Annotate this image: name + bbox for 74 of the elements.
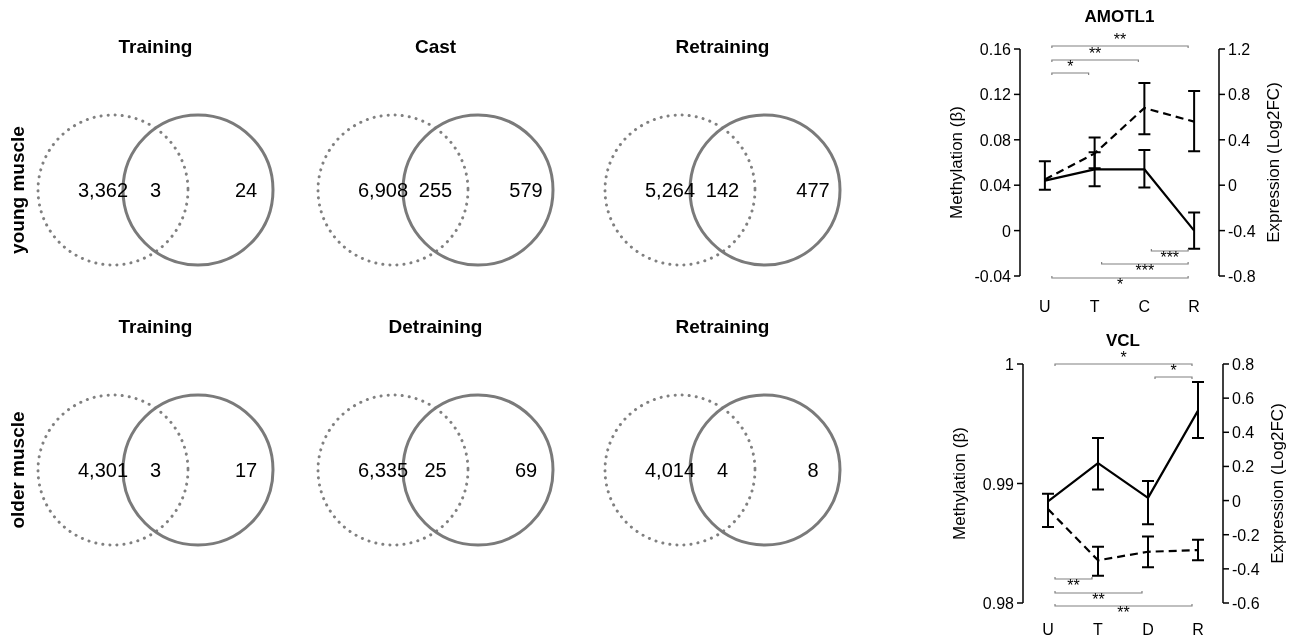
text: 25 xyxy=(424,459,447,481)
text: 3 xyxy=(149,179,162,201)
y2-tick-label: -0.4 xyxy=(1228,222,1256,240)
y2-tick-label: 0 xyxy=(1232,492,1241,510)
text: 8 xyxy=(807,459,819,481)
text: * xyxy=(1116,276,1124,293)
chart-title: VCL xyxy=(1106,331,1140,350)
y2-tick-label: -0.2 xyxy=(1232,526,1260,544)
annotation: *** xyxy=(1135,262,1155,279)
text: 255 xyxy=(418,179,453,201)
text: 24 xyxy=(234,179,258,201)
text: 3,362 xyxy=(77,179,129,201)
y-tick-label: 0.12 xyxy=(979,86,1012,104)
y-tick-label: -0.04 xyxy=(974,268,1012,285)
text: 17 xyxy=(234,459,258,481)
y2-tick-label: 0.8 xyxy=(1228,86,1251,104)
text: 477 xyxy=(796,179,830,201)
text: 4 xyxy=(716,459,729,481)
x-tick-label: C xyxy=(1138,298,1151,315)
x-tick-label: T xyxy=(1089,298,1100,315)
annotation: * xyxy=(1120,349,1127,366)
x-tick-label: U xyxy=(1039,298,1051,315)
x-tick-label: R xyxy=(1188,298,1200,315)
y2-axis-title: Expression (Log2FC) xyxy=(1268,403,1287,564)
text: Detraining xyxy=(388,316,483,337)
y-tick-label: 0.16 xyxy=(979,41,1012,58)
text: Retraining xyxy=(675,36,770,57)
text: ** xyxy=(1117,604,1130,621)
text: 6,335 xyxy=(357,459,409,481)
text: Training xyxy=(118,36,193,57)
y-tick-label: 0.99 xyxy=(982,475,1015,493)
text: Cast xyxy=(414,36,457,57)
x-tick-label: T xyxy=(1093,621,1104,638)
text: 6,908 xyxy=(357,179,409,201)
annotation: ** xyxy=(1067,577,1080,594)
y-axis-title: Methylation (β) xyxy=(950,427,969,540)
y2-tick-label: -0.8 xyxy=(1228,268,1256,285)
annotation: * xyxy=(1067,58,1074,75)
y2-tick-label: 0.8 xyxy=(1232,356,1255,373)
x-tick-label: D xyxy=(1142,621,1154,638)
y-tick-label: 0 xyxy=(1002,222,1012,240)
text: Retraining xyxy=(675,316,770,337)
y-tick-label: 0.04 xyxy=(979,177,1012,195)
text: older muscle xyxy=(7,411,28,529)
y2-tick-label: 0.4 xyxy=(1232,424,1255,442)
y-tick-label: 0.08 xyxy=(979,131,1012,149)
annotation: ** xyxy=(1092,591,1105,608)
annotation: * xyxy=(1170,362,1177,379)
text: ** xyxy=(1113,31,1127,48)
annotation: *** xyxy=(1160,249,1180,266)
chart-title: AMOTL1 xyxy=(1084,7,1155,26)
y2-axis-title: Expression (Log2FC) xyxy=(1264,82,1283,243)
text: 3 xyxy=(149,459,162,481)
x-tick-label: U xyxy=(1042,621,1054,638)
y-tick-label: 0.98 xyxy=(982,595,1015,612)
y-tick-label: 1 xyxy=(1005,356,1015,373)
text: 4,301 xyxy=(77,459,129,481)
text: 579 xyxy=(509,179,543,201)
y2-tick-label: 0.4 xyxy=(1228,131,1251,149)
annotation: ** xyxy=(1088,45,1102,62)
text: 142 xyxy=(705,179,740,201)
y2-tick-label: 0 xyxy=(1228,177,1237,195)
y2-tick-label: -0.4 xyxy=(1232,560,1260,578)
text: 69 xyxy=(514,459,538,481)
y2-tick-label: -0.6 xyxy=(1232,595,1260,612)
y2-tick-label: 1.2 xyxy=(1228,41,1251,58)
y-axis-title: Methylation (β) xyxy=(947,106,966,219)
text: 5,264 xyxy=(644,179,696,201)
y2-tick-label: 0.2 xyxy=(1232,458,1255,476)
text: young muscle xyxy=(7,126,28,254)
y2-tick-label: 0.6 xyxy=(1232,390,1255,408)
text: 4,014 xyxy=(644,459,696,481)
x-tick-label: R xyxy=(1192,621,1204,638)
text: Training xyxy=(118,316,193,337)
